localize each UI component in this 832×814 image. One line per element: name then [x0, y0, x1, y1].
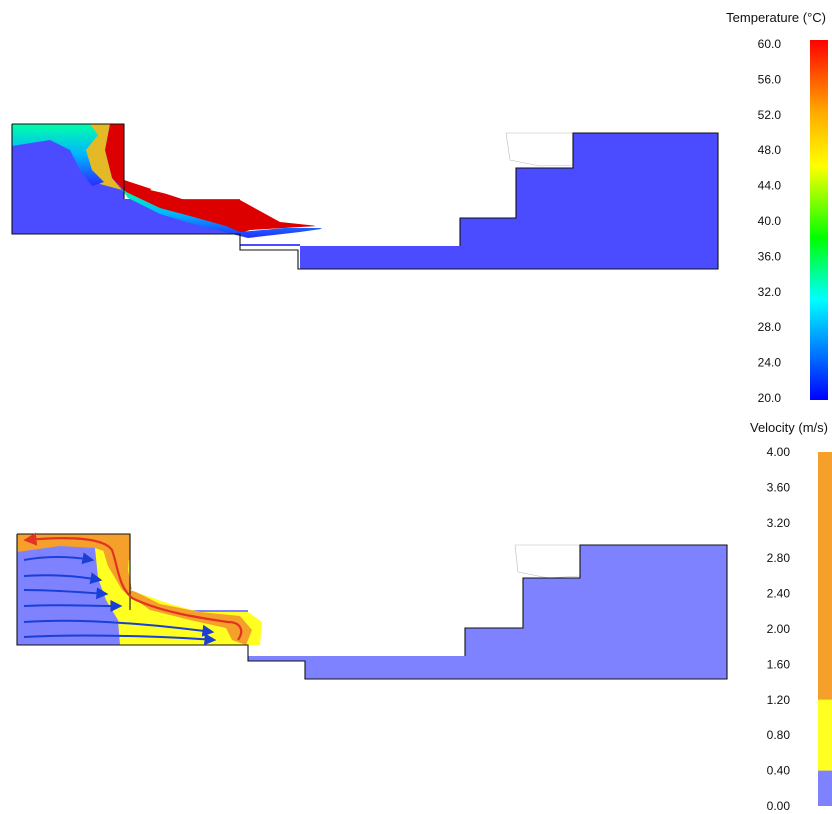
velocity-tick-label: 2.00	[767, 622, 791, 636]
temperature-colorbar	[810, 40, 828, 400]
temperature-tick-label: 40.0	[758, 214, 782, 228]
mixing-zone-green	[12, 124, 104, 186]
flow-arrow-blue	[23, 633, 217, 646]
fast-jet-core	[100, 540, 252, 645]
temperature-tick-label: 28.0	[758, 320, 782, 334]
velocity-tick-label: 1.20	[767, 693, 791, 707]
dry-zone-3	[505, 132, 574, 167]
temperature-tick-label: 20.0	[758, 391, 782, 405]
velocity-tick-label: 2.80	[767, 551, 791, 565]
temperature-tick-label: 60.0	[758, 37, 782, 51]
temperature-tick-label: 48.0	[758, 143, 782, 157]
flow-arrow-blue	[23, 619, 215, 637]
velocity-domain-outline	[16, 533, 728, 680]
velocity-tick-label: 3.60	[767, 480, 791, 494]
velocity-tick-label: 3.20	[767, 516, 791, 530]
temperature-legend: Temperature (°C) 60.0 56.0 52.0 48.0 44.0 40.…	[726, 10, 828, 405]
jet-flow-arrow-red	[23, 532, 243, 641]
temperature-domain-outline	[11, 123, 719, 270]
dry-zone-1	[150, 176, 186, 196]
velocity-tick-label: 2.40	[767, 587, 791, 601]
temperature-domain	[12, 124, 718, 269]
velocity-tick-label: 4.00	[767, 445, 791, 459]
flow-arrow-blue	[23, 572, 103, 585]
temperature-field	[11, 123, 719, 270]
dry-zone-v2	[248, 596, 465, 656]
hot-plume	[105, 124, 318, 234]
temperature-tick-label: 32.0	[758, 285, 782, 299]
velocity-band	[818, 770, 832, 806]
temperature-tick-label: 24.0	[758, 356, 782, 370]
velocity-tick-label: 0.80	[767, 728, 791, 742]
velocity-tick-label: 1.60	[767, 657, 791, 671]
velocity-legend: Velocity (m/s) 4.00 3.60 3.20 2.80 2.40 2.00 1…	[750, 420, 832, 813]
velocity-legend-title: Velocity (m/s)	[750, 420, 828, 435]
mixing-zone-lower	[122, 190, 328, 238]
dry-zone-v3	[514, 544, 581, 579]
velocity-band	[818, 699, 832, 771]
flow-arrow-blue	[23, 552, 95, 565]
velocity-field	[16, 532, 728, 680]
return-flow-arrows	[23, 552, 217, 646]
temperature-tick-label: 44.0	[758, 179, 782, 193]
dry-zone-v1	[130, 578, 192, 600]
temperature-tick-label: 36.0	[758, 249, 782, 263]
flow-arrow-blue	[23, 587, 109, 600]
flow-arrow-blue	[23, 599, 123, 612]
temperature-tick-label: 52.0	[758, 108, 782, 122]
dry-zone-2	[240, 186, 460, 246]
temperature-tick-label: 56.0	[758, 72, 782, 86]
velocity-band	[818, 452, 832, 700]
velocity-tick-label: 0.00	[767, 799, 791, 813]
velocity-tick-label: 0.40	[767, 764, 791, 778]
temperature-legend-title: Temperature (°C)	[726, 10, 826, 25]
